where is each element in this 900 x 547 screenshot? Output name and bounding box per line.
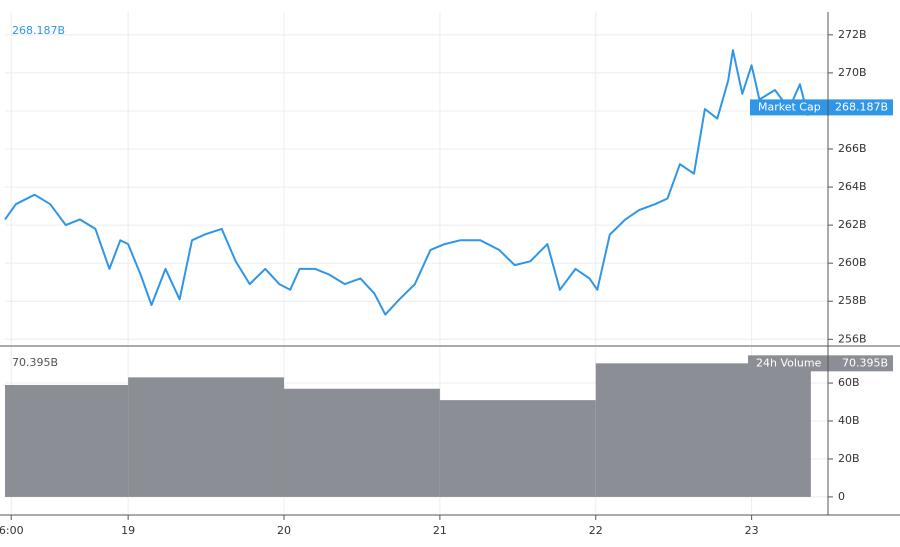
line <box>4 49 815 316</box>
x-tick-label: 22 <box>589 524 603 537</box>
y-tick-label: 40B <box>838 414 860 427</box>
y-tick-label: 272B <box>838 28 867 41</box>
y-tick-label: 260B <box>838 256 867 269</box>
volume-bar <box>595 363 811 497</box>
y-tick-label: 262B <box>838 218 867 231</box>
last-value-tag <box>750 99 893 116</box>
y-tick-label: 270B <box>838 66 867 79</box>
y-tick-label: 20B <box>838 452 860 465</box>
x-tick-label: 6:00 <box>0 524 24 537</box>
x-tick-label: 23 <box>745 524 759 537</box>
x-tick-label: 20 <box>277 524 291 537</box>
y-tick-label: 264B <box>838 180 867 193</box>
volume-bar <box>439 400 596 497</box>
series-last-value: 70.395B <box>12 356 58 369</box>
y-tick-label: 258B <box>838 294 867 307</box>
last-value-tag <box>748 355 893 372</box>
last-value-tag-label: 268.187B <box>835 100 888 113</box>
last-value-tag-label: 70.395B <box>842 356 888 369</box>
legend-label: 24h Volume <box>756 356 822 369</box>
volume-bar <box>128 377 285 497</box>
x-tick-label: 19 <box>121 524 135 537</box>
y-tick-label: 60B <box>838 376 860 389</box>
series-last-value: 268.187B <box>12 24 65 37</box>
y-tick-label: 266B <box>838 142 867 155</box>
volume-bar <box>5 384 129 497</box>
y-tick-label: 256B <box>838 332 867 345</box>
legend-label: Market Cap <box>758 100 821 113</box>
x-tick-label: 21 <box>433 524 447 537</box>
y-tick-label: 0 <box>838 490 845 503</box>
volume-bar <box>284 388 440 497</box>
